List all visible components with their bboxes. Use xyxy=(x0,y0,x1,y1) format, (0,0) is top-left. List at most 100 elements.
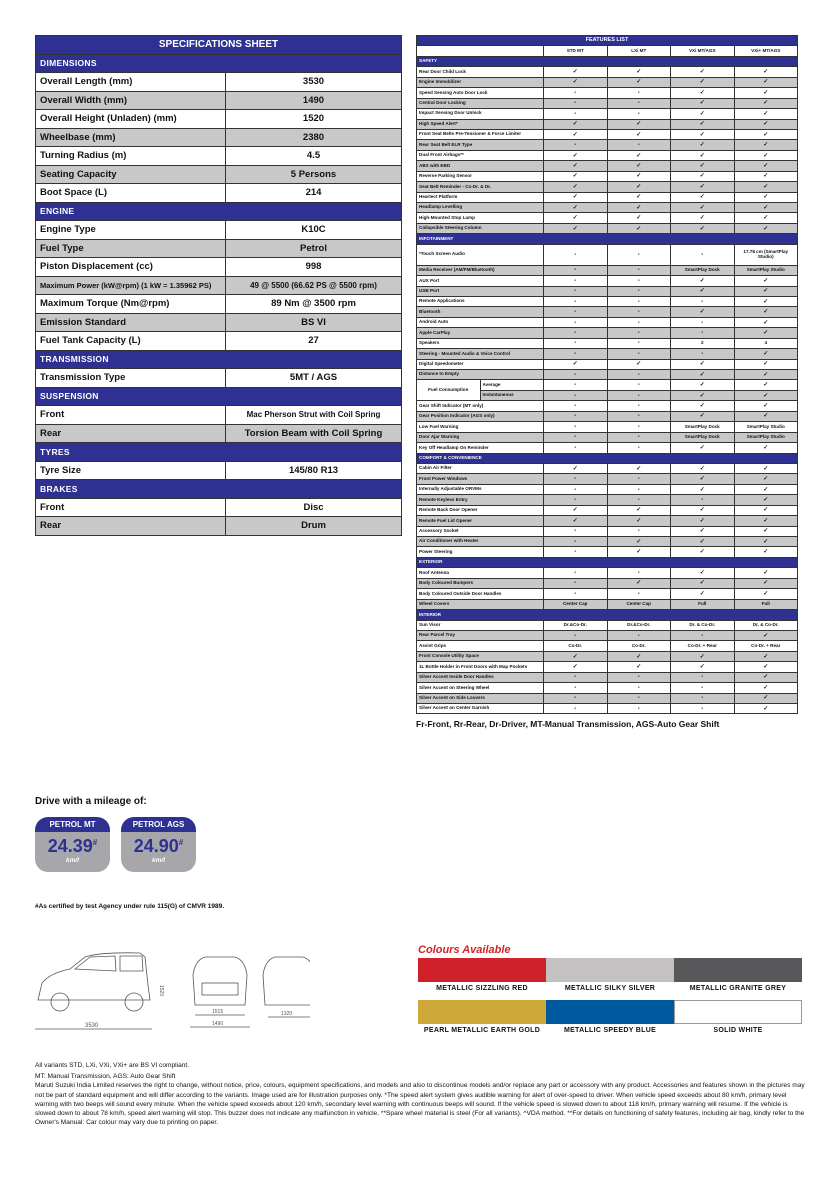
feature-label: USB Port xyxy=(416,285,544,297)
spec-row: Seating Capacity 5 Persons xyxy=(35,164,402,184)
feature-label: Collapsible Steering Column xyxy=(416,222,544,235)
feature-row: Remote Keyless Entry - - - ✓ xyxy=(416,494,798,506)
feature-value: - xyxy=(543,494,608,506)
feature-value: SmartPlay Dock xyxy=(670,264,735,277)
feature-value: - xyxy=(543,473,608,485)
feature-value: ✓ xyxy=(606,160,671,172)
width-label: 1490 xyxy=(212,1021,223,1027)
feature-value: ✓ xyxy=(733,139,798,151)
feature-value: - xyxy=(543,97,608,110)
feature-value: ✓ xyxy=(606,170,671,183)
feature-value: ✓ xyxy=(670,442,735,454)
feature-value: - xyxy=(543,337,608,350)
feature-value: Co-Dr. xyxy=(543,640,608,652)
feature-label: Engine Immobilizer xyxy=(416,76,544,89)
feature-row: Accessory Socket - - ✓ ✓ xyxy=(416,525,798,538)
feature-value: ✓ xyxy=(670,181,735,193)
feature-row: *Touch Screen Audio - - -17.78 cm (SmartPla… xyxy=(416,243,798,266)
feature-value: ✓ xyxy=(670,661,735,673)
feature-value: - xyxy=(670,692,735,705)
feature-value: ✓ xyxy=(606,222,671,235)
feature-value: - xyxy=(606,629,671,642)
feature-value: ✓ xyxy=(670,588,735,600)
feature-value: ✓ xyxy=(606,201,671,214)
feature-label: Remote Fuel Lid Opener xyxy=(416,515,544,527)
feature-value: ✓ xyxy=(543,128,608,141)
feature-label: High-Mounted Stop Lamp xyxy=(416,212,544,224)
spec-row: Maximum Power (kW@rpm) (1 kW = 1.35962 P… xyxy=(35,275,402,295)
feature-value: ✓ xyxy=(670,128,735,141)
spec-label: Rear xyxy=(35,423,226,443)
feature-value: - xyxy=(543,243,608,266)
spec-section-header: DIMENSIONS xyxy=(35,53,402,73)
section-title: SAFETY xyxy=(416,55,798,68)
feature-label: Door Ajar Warning xyxy=(416,431,544,444)
spec-section-header: SUSPENSION xyxy=(35,386,402,406)
feature-value: Dr. & Co-Dr. xyxy=(670,619,735,631)
feature-row: Fuel Consumption Average - - ✓ ✓ xyxy=(416,379,798,402)
feature-value: ✓ xyxy=(733,494,798,506)
features-section-header: INFOTAINMENT xyxy=(416,233,798,245)
feature-value: ✓ xyxy=(733,389,798,402)
spec-title: SPECIFICATIONS SHEET xyxy=(35,35,402,55)
feature-value: ✓ xyxy=(670,650,735,663)
spec-row: Rear Torsion Beam with Coil Spring xyxy=(35,423,402,443)
feature-value: ✓ xyxy=(733,577,798,590)
feature-value: - xyxy=(543,431,608,444)
feature-label: Roof Antenna xyxy=(416,567,544,579)
feature-value: - xyxy=(606,368,671,381)
feature-value: ✓ xyxy=(606,661,671,673)
spec-label: Fuel Tank Capacity (L) xyxy=(35,331,226,351)
spec-title-row: SPECIFICATIONS SHEET xyxy=(35,35,402,55)
spec-value: 5MT / AGS xyxy=(225,368,402,388)
spec-row: Rear Drum xyxy=(35,516,402,536)
feature-value: ✓ xyxy=(606,76,671,89)
feature-label: Headlamp Levelling xyxy=(416,201,544,214)
section-title: TYRES xyxy=(35,442,402,462)
feature-value: ✓ xyxy=(733,316,798,329)
feature-value: ✓ xyxy=(606,128,671,141)
feature-label: ABS with EBD xyxy=(416,160,544,172)
feature-value: 2 xyxy=(670,337,735,350)
feature-label: Rear Seat Belt ELR Type xyxy=(416,139,544,151)
feature-row: High-Mounted Stop Lamp ✓ ✓ ✓ ✓ xyxy=(416,212,798,224)
feature-value: ✓ xyxy=(543,160,608,172)
abbreviations-note: Fr-Front, Rr-Rear, Dr-Driver, MT-Manual … xyxy=(416,719,720,729)
feature-value: ✓ xyxy=(606,66,671,78)
feature-value: ✓ xyxy=(670,66,735,78)
feature-value: - xyxy=(606,410,671,423)
feature-value: ✓ xyxy=(733,368,798,381)
feature-row: Remote Fuel Lid Opener ✓ ✓ ✓ ✓ xyxy=(416,515,798,527)
feature-value: ✓ xyxy=(543,212,608,224)
feature-value: ✓ xyxy=(606,650,671,663)
feature-value: - xyxy=(670,494,735,506)
feature-label: Remote Applications xyxy=(416,295,544,308)
feature-value: - xyxy=(543,567,608,579)
feature-row: Front Seat Belts Pre-Tensioner & Force L… xyxy=(416,128,798,141)
feature-value: - xyxy=(606,400,671,412)
feature-value: ✓ xyxy=(733,306,798,318)
feature-value: - xyxy=(543,306,608,318)
mileage-badge-ags: PETROL AGS 24.90# km/l xyxy=(121,817,196,872)
feature-label: AUX Port xyxy=(416,275,544,287)
feature-value: - xyxy=(543,546,608,558)
spec-label: Seating Capacity xyxy=(35,164,226,184)
feature-value: - xyxy=(670,348,735,360)
feature-value: - xyxy=(543,421,608,433)
spec-value: 27 xyxy=(225,331,402,351)
badge-label: PETROL AGS xyxy=(121,817,196,832)
spec-row: Engine Type K10C xyxy=(35,220,402,240)
feature-value: ✓ xyxy=(543,118,608,130)
feature-value: ✓ xyxy=(733,442,798,454)
feature-row: Door Ajar Warning - - SmartPlay Dock SmartPl… xyxy=(416,431,798,444)
feature-label: Remote Back Door Opener xyxy=(416,504,544,517)
feature-value: ✓ xyxy=(543,504,608,517)
feature-value: - xyxy=(606,264,671,277)
feature-value: Center Cap xyxy=(543,598,608,611)
features-title-row: FEATURES LIST xyxy=(416,34,798,47)
feature-value: ✓ xyxy=(670,546,735,558)
spec-label: Engine Type xyxy=(35,220,226,240)
spec-label: Transmission Type xyxy=(35,368,226,388)
feature-value: - xyxy=(606,671,671,684)
feature-row: Apple CarPlay - - - ✓ xyxy=(416,327,798,339)
